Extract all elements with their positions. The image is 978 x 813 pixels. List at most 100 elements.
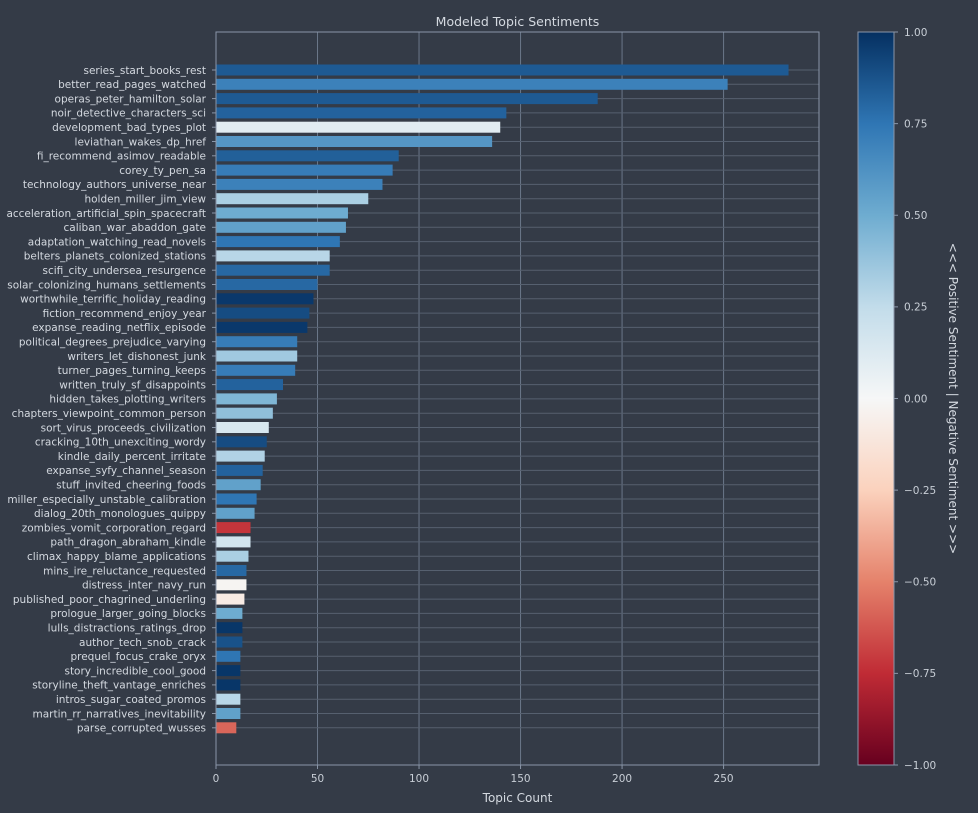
colorbar-tick-label: 0.50: [904, 210, 927, 222]
y-tick-label: parse_corrupted_wusses: [77, 723, 206, 735]
x-axis-label: Topic Count: [482, 791, 553, 805]
y-axis-tick-labels: series_start_books_rest better_read_pages…: [6, 65, 216, 735]
bar-corey_ty_pen_sa: [216, 164, 393, 176]
x-tick-label: 50: [311, 773, 324, 785]
y-tick-label: development_bad_types_plot: [52, 122, 206, 134]
bar-chapters_viewpoint_common_person: [216, 407, 273, 419]
bar-parse_corrupted_wusses: [216, 722, 237, 734]
bar-martin_rr_narratives_inevitability: [216, 708, 241, 719]
bar-mins_ire_reluctance_requested: [216, 565, 247, 576]
colorbar-gradient: [857, 31, 895, 766]
y-tick-label: scifi_city_undersea_resurgence: [43, 265, 206, 277]
bar-caliban_war_abaddon_gate: [216, 221, 346, 233]
bar-leviathan_wakes_dp_href: [216, 136, 493, 147]
bar-operas_peter_hamilton_solar: [216, 93, 598, 105]
bar-intros_sugar_coated_promos: [216, 693, 241, 705]
y-tick-label: technology_authors_universe_near: [23, 179, 207, 191]
colorbar-tick-label: −0.75: [904, 668, 936, 680]
y-tick-label: martin_rr_narratives_inevitability: [33, 708, 206, 720]
y-tick-label: expanse_syfy_channel_season: [46, 465, 206, 477]
plot-area: [215, 31, 820, 766]
y-tick-label: belters_planets_colonized_stations: [24, 251, 206, 263]
x-tick-label: 0: [213, 773, 220, 785]
x-axis: 0 50 100 150 200 250: [213, 765, 734, 785]
x-tick-label: 150: [511, 773, 531, 785]
y-tick-label: adaptation_watching_read_novels: [28, 236, 206, 248]
colorbar-ticks: 1.00 0.75 0.50 0.25 0.00 −0.25 −0.50 −0.75 −1.00: [894, 27, 936, 772]
y-tick-label: series_start_books_rest: [84, 65, 207, 77]
bar-better_read_pages_watched: [216, 78, 728, 90]
bar-holden_miller_jim_view: [216, 193, 369, 205]
bar-stuff_invited_cheering_foods: [216, 479, 261, 491]
bar-author_tech_snob_crack: [216, 636, 243, 648]
bar-solar_colonizing_humans_settlements: [216, 279, 318, 290]
x-tick-label: 250: [714, 773, 734, 785]
bar-political_degrees_prejudice_varying: [216, 336, 298, 348]
bar-path_dragon_abraham_kindle: [216, 536, 251, 548]
bar-series: [216, 64, 789, 734]
bar-published_poor_chagrined_underling: [216, 593, 245, 605]
y-tick-label: zombies_vomit_corporation_regard: [22, 522, 206, 534]
bar-noir_detective_characters_sci: [216, 107, 507, 119]
y-tick-label: cracking_10th_unexciting_wordy: [35, 437, 206, 449]
y-tick-label: leviathan_wakes_dp_href: [75, 136, 207, 148]
bar-sort_virus_proceeds_civilization: [216, 422, 269, 433]
bar-technology_authors_universe_near: [216, 178, 383, 190]
bar-storyline_theft_vantage_enriches: [216, 679, 241, 691]
bar-worthwhile_terrific_holiday_reading: [216, 293, 314, 305]
y-tick-label: turner_pages_turning_keeps: [58, 365, 206, 377]
bar-adaptation_watching_read_novels: [216, 236, 340, 248]
y-tick-label: lulls_distractions_ratings_drop: [48, 623, 207, 635]
bar-kindle_daily_percent_irritate: [216, 450, 265, 462]
y-tick-label: story_incredible_cool_good: [64, 665, 206, 677]
colorbar-label: <<< Positive Sentiment | Negative Sentim…: [946, 243, 960, 554]
y-tick-label: author_tech_snob_crack: [79, 637, 207, 649]
y-tick-label: sort_virus_proceeds_civilization: [41, 422, 206, 434]
y-tick-label: written_truly_sf_disappoints: [59, 379, 206, 391]
y-tick-label: kindle_daily_percent_irritate: [58, 451, 206, 463]
y-tick-label: storyline_theft_vantage_enriches: [32, 680, 206, 692]
bar-prologue_larger_going_blocks: [216, 607, 243, 619]
bar-lulls_distractions_ratings_drop: [216, 622, 243, 634]
bar-development_bad_types_plot: [216, 121, 501, 133]
colorbar: 1.00 0.75 0.50 0.25 0.00 −0.25 −0.50 −0.75 −1.00: [857, 27, 936, 772]
y-tick-label: solar_colonizing_humans_settlements: [7, 279, 206, 291]
bar-zombies_vomit_corporation_regard: [216, 522, 251, 534]
y-tick-label: fiction_recommend_enjoy_year: [43, 308, 207, 320]
bar-miller_especially_unstable_calibration: [216, 493, 257, 505]
y-tick-label: holden_miller_jim_view: [84, 194, 206, 206]
bar-expanse_reading_netflix_episode: [216, 321, 308, 333]
colorbar-tick-label: 0.00: [904, 393, 927, 405]
y-tick-label: corey_ty_pen_sa: [119, 165, 206, 177]
bar-hidden_takes_plotting_writers: [216, 393, 277, 405]
y-tick-label: fi_recommend_asimov_readable: [37, 151, 206, 163]
y-tick-label: climax_happy_blame_applications: [27, 551, 206, 563]
bar-distress_inter_navy_run: [216, 579, 247, 591]
x-tick-label: 100: [409, 773, 429, 785]
bar-expanse_syfy_channel_season: [216, 464, 263, 476]
y-tick-label: prologue_larger_going_blocks: [50, 608, 206, 620]
bar-story_incredible_cool_good: [216, 665, 241, 677]
y-tick-label: political_degrees_prejudice_varying: [19, 337, 206, 349]
y-tick-label: miller_especially_unstable_calibration: [7, 494, 206, 506]
bar-turner_pages_turning_keeps: [216, 364, 296, 376]
y-tick-label: intros_sugar_coated_promos: [56, 694, 206, 706]
y-tick-label: prequel_focus_crake_oryx: [70, 651, 206, 663]
y-tick-label: noir_detective_characters_sci: [51, 108, 206, 120]
colorbar-tick-label: −0.50: [904, 577, 936, 589]
y-tick-label: hidden_takes_plotting_writers: [49, 394, 206, 406]
bar-belters_planets_colonized_stations: [216, 250, 330, 262]
bar-scifi_city_undersea_resurgence: [216, 264, 330, 276]
x-tick-label: 200: [612, 773, 632, 785]
bar-climax_happy_blame_applications: [216, 550, 249, 562]
chart-title: Modeled Topic Sentiments: [436, 14, 600, 29]
bar-written_truly_sf_disappoints: [216, 379, 283, 391]
colorbar-tick-label: 0.25: [904, 302, 927, 314]
y-tick-label: better_read_pages_watched: [58, 79, 206, 91]
y-tick-label: published_poor_chagrined_underling: [13, 594, 206, 606]
bar-series_start_books_rest: [216, 64, 789, 76]
y-tick-label: operas_peter_hamilton_solar: [55, 93, 207, 105]
y-tick-label: stuff_invited_cheering_foods: [56, 480, 206, 492]
y-tick-label: chapters_viewpoint_common_person: [12, 408, 206, 420]
